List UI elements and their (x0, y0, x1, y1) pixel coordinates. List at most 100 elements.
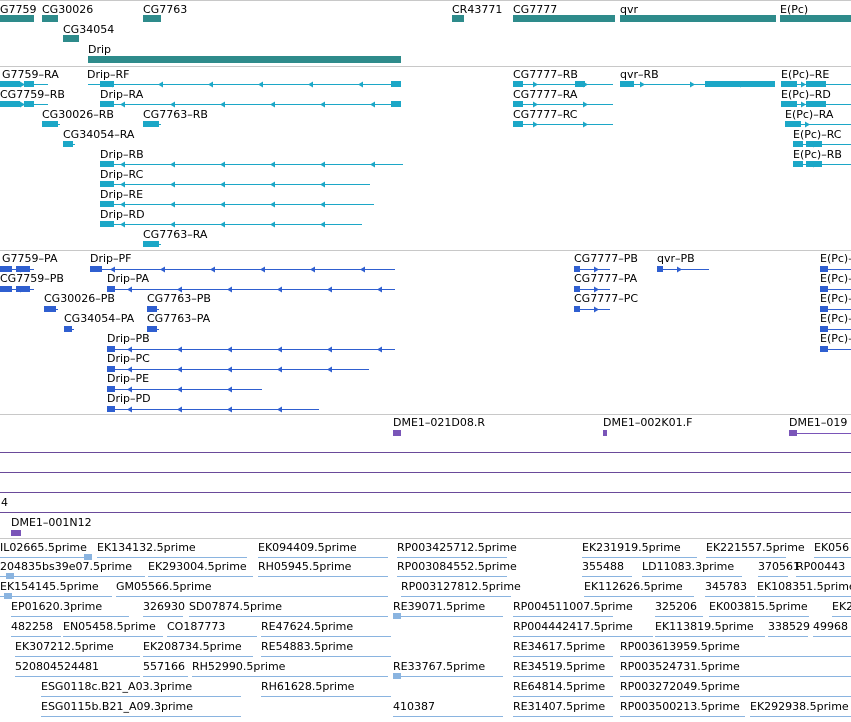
ests-feature-label[interactable]: 410387 (393, 700, 435, 713)
transcripts-feature-label[interactable]: Drip–RD (100, 208, 145, 221)
transcripts-feature-label[interactable]: CG7763–RA (143, 228, 208, 241)
transcripts-feature-label[interactable]: CG7777–RC (513, 108, 578, 121)
transcripts-feature[interactable] (0, 101, 48, 108)
transcripts-feature-label[interactable]: E(Pc)–RE (781, 68, 830, 81)
ests-feature-label[interactable]: EK113819.5prime (655, 620, 754, 633)
ests-feature-label[interactable]: EK293004.5prime (148, 560, 247, 573)
ests-feature-label[interactable]: 355488 (582, 560, 624, 573)
genes-feature-label[interactable]: Drip (88, 43, 112, 56)
ests-feature-label[interactable]: RP003500213.5prime (620, 700, 740, 713)
proteins-feature[interactable] (0, 266, 34, 273)
ests-feature[interactable] (642, 576, 742, 577)
ests-feature[interactable] (258, 557, 388, 558)
transcripts-feature-label[interactable]: Drip–RA (100, 88, 144, 101)
ests-feature[interactable] (0, 593, 112, 599)
transcripts-feature[interactable] (620, 81, 775, 88)
transcripts-feature-label[interactable]: Drip–RE (100, 188, 144, 201)
ests-feature[interactable] (41, 696, 241, 697)
genes-feature-label[interactable]: CG30026 (42, 3, 94, 16)
proteins-feature-label[interactable]: E(Pc)– (820, 332, 851, 345)
proteins-feature[interactable] (574, 266, 610, 273)
proteins-feature[interactable] (107, 286, 395, 293)
ests-feature[interactable] (397, 576, 507, 577)
ests-feature-label[interactable]: RH61628.5prime (261, 680, 355, 693)
ests-feature-label[interactable]: 49968 (813, 620, 848, 633)
ests-feature-label[interactable]: 345783 (705, 580, 747, 593)
proteins-feature-label[interactable]: G7759–PA (2, 252, 58, 265)
ests-feature[interactable] (620, 656, 851, 657)
ests-feature-label[interactable]: RE31407.5prime (513, 700, 606, 713)
ests-feature-label[interactable]: LD11083.3prime (642, 560, 735, 573)
transcripts-feature-label[interactable]: G7759–RA (2, 68, 59, 81)
ests-feature-label[interactable]: 370561 (758, 560, 800, 573)
proteins-feature-label[interactable]: CG30026–PB (44, 292, 115, 305)
proteins-feature-label[interactable]: CG7763–PB (147, 292, 211, 305)
ests-feature-label[interactable]: RE34617.5prime (513, 640, 606, 653)
genes-feature[interactable] (88, 56, 401, 63)
proteins-feature-label[interactable]: E(Pc)– (820, 292, 851, 305)
proteins-feature[interactable] (0, 286, 34, 293)
ests-feature-label[interactable]: RE54883.5prime (261, 640, 354, 653)
clones-feature-label[interactable]: DME1–001N12 (11, 516, 92, 529)
ests-feature[interactable] (796, 576, 851, 577)
transcripts-feature-label[interactable]: CG7777–RB (513, 68, 578, 81)
ests-feature[interactable] (116, 596, 388, 597)
genes-feature[interactable] (42, 15, 58, 22)
transcripts-feature[interactable] (100, 201, 374, 208)
proteins-feature-label[interactable]: E(Pc)– (820, 312, 851, 325)
ests-feature[interactable] (582, 576, 632, 577)
ests-feature[interactable] (814, 557, 851, 558)
ests-feature-label[interactable]: 325206 (655, 600, 697, 613)
transcripts-feature[interactable] (100, 181, 370, 188)
ests-feature[interactable] (97, 557, 247, 558)
genes-feature-label[interactable]: CG7763 (143, 3, 188, 16)
proteins-feature-label[interactable]: Drip–PB (107, 332, 150, 345)
proteins-feature[interactable] (574, 306, 610, 313)
genes-feature[interactable] (780, 15, 851, 22)
transcripts-feature[interactable] (793, 141, 851, 148)
ests-feature[interactable] (393, 673, 503, 679)
ests-feature[interactable] (620, 716, 745, 717)
ests-feature-label[interactable]: RH05945.5prime (258, 560, 352, 573)
ests-feature[interactable] (258, 576, 388, 577)
proteins-feature-label[interactable]: CG34054–PA (64, 312, 135, 325)
ests-feature-label[interactable]: EK108351.5prime (757, 580, 851, 593)
transcripts-feature-label[interactable]: Drip–RB (100, 148, 144, 161)
transcripts-feature-label[interactable]: CG34054–RA (63, 128, 135, 141)
transcripts-feature[interactable] (513, 121, 613, 128)
proteins-feature-label[interactable]: Drip–PC (107, 352, 150, 365)
ests-feature[interactable] (758, 576, 788, 577)
proteins-feature[interactable] (107, 406, 319, 413)
ests-feature-label[interactable]: EK231919.5prime (582, 541, 681, 554)
ests-feature-label[interactable]: EK307212.5prime (15, 640, 114, 653)
ests-feature-label[interactable]: EK154145.5prime (0, 580, 99, 593)
ests-feature-label[interactable]: RP003425712.5prime (397, 541, 517, 554)
transcripts-feature[interactable] (513, 101, 613, 108)
ests-feature[interactable] (513, 636, 653, 637)
proteins-feature-label[interactable]: CG7777–PC (574, 292, 639, 305)
proteins-feature[interactable] (64, 326, 74, 332)
genes-feature-label[interactable]: CR43771 (452, 3, 503, 16)
ests-feature[interactable] (397, 557, 507, 558)
transcripts-feature-label[interactable]: E(Pc)–RA (785, 108, 834, 121)
ests-feature-label[interactable]: RP00443 (796, 560, 846, 573)
genes-feature[interactable] (143, 15, 161, 22)
ests-feature[interactable] (768, 636, 808, 637)
ests-feature[interactable] (620, 696, 851, 697)
proteins-feature[interactable] (574, 286, 610, 293)
proteins-feature-label[interactable]: CG7777–PB (574, 252, 638, 265)
ests-feature-label[interactable]: 557166 (143, 660, 185, 673)
ests-feature-label[interactable]: 204835bs39e07.5prime (0, 560, 133, 573)
proteins-feature-label[interactable]: E(Pc)– (820, 252, 851, 265)
ests-feature[interactable] (620, 676, 851, 677)
clones-feature-label[interactable]: DME1–019 (789, 416, 848, 429)
proteins-feature[interactable] (820, 306, 851, 312)
genes-feature-label[interactable]: G7759 (0, 3, 37, 16)
proteins-feature[interactable] (147, 306, 159, 312)
proteins-feature[interactable] (107, 346, 395, 353)
transcripts-feature[interactable] (100, 161, 403, 168)
ests-feature[interactable] (148, 576, 253, 577)
genes-feature[interactable] (452, 15, 464, 22)
ests-feature[interactable] (401, 596, 511, 597)
transcripts-feature[interactable] (63, 141, 75, 147)
